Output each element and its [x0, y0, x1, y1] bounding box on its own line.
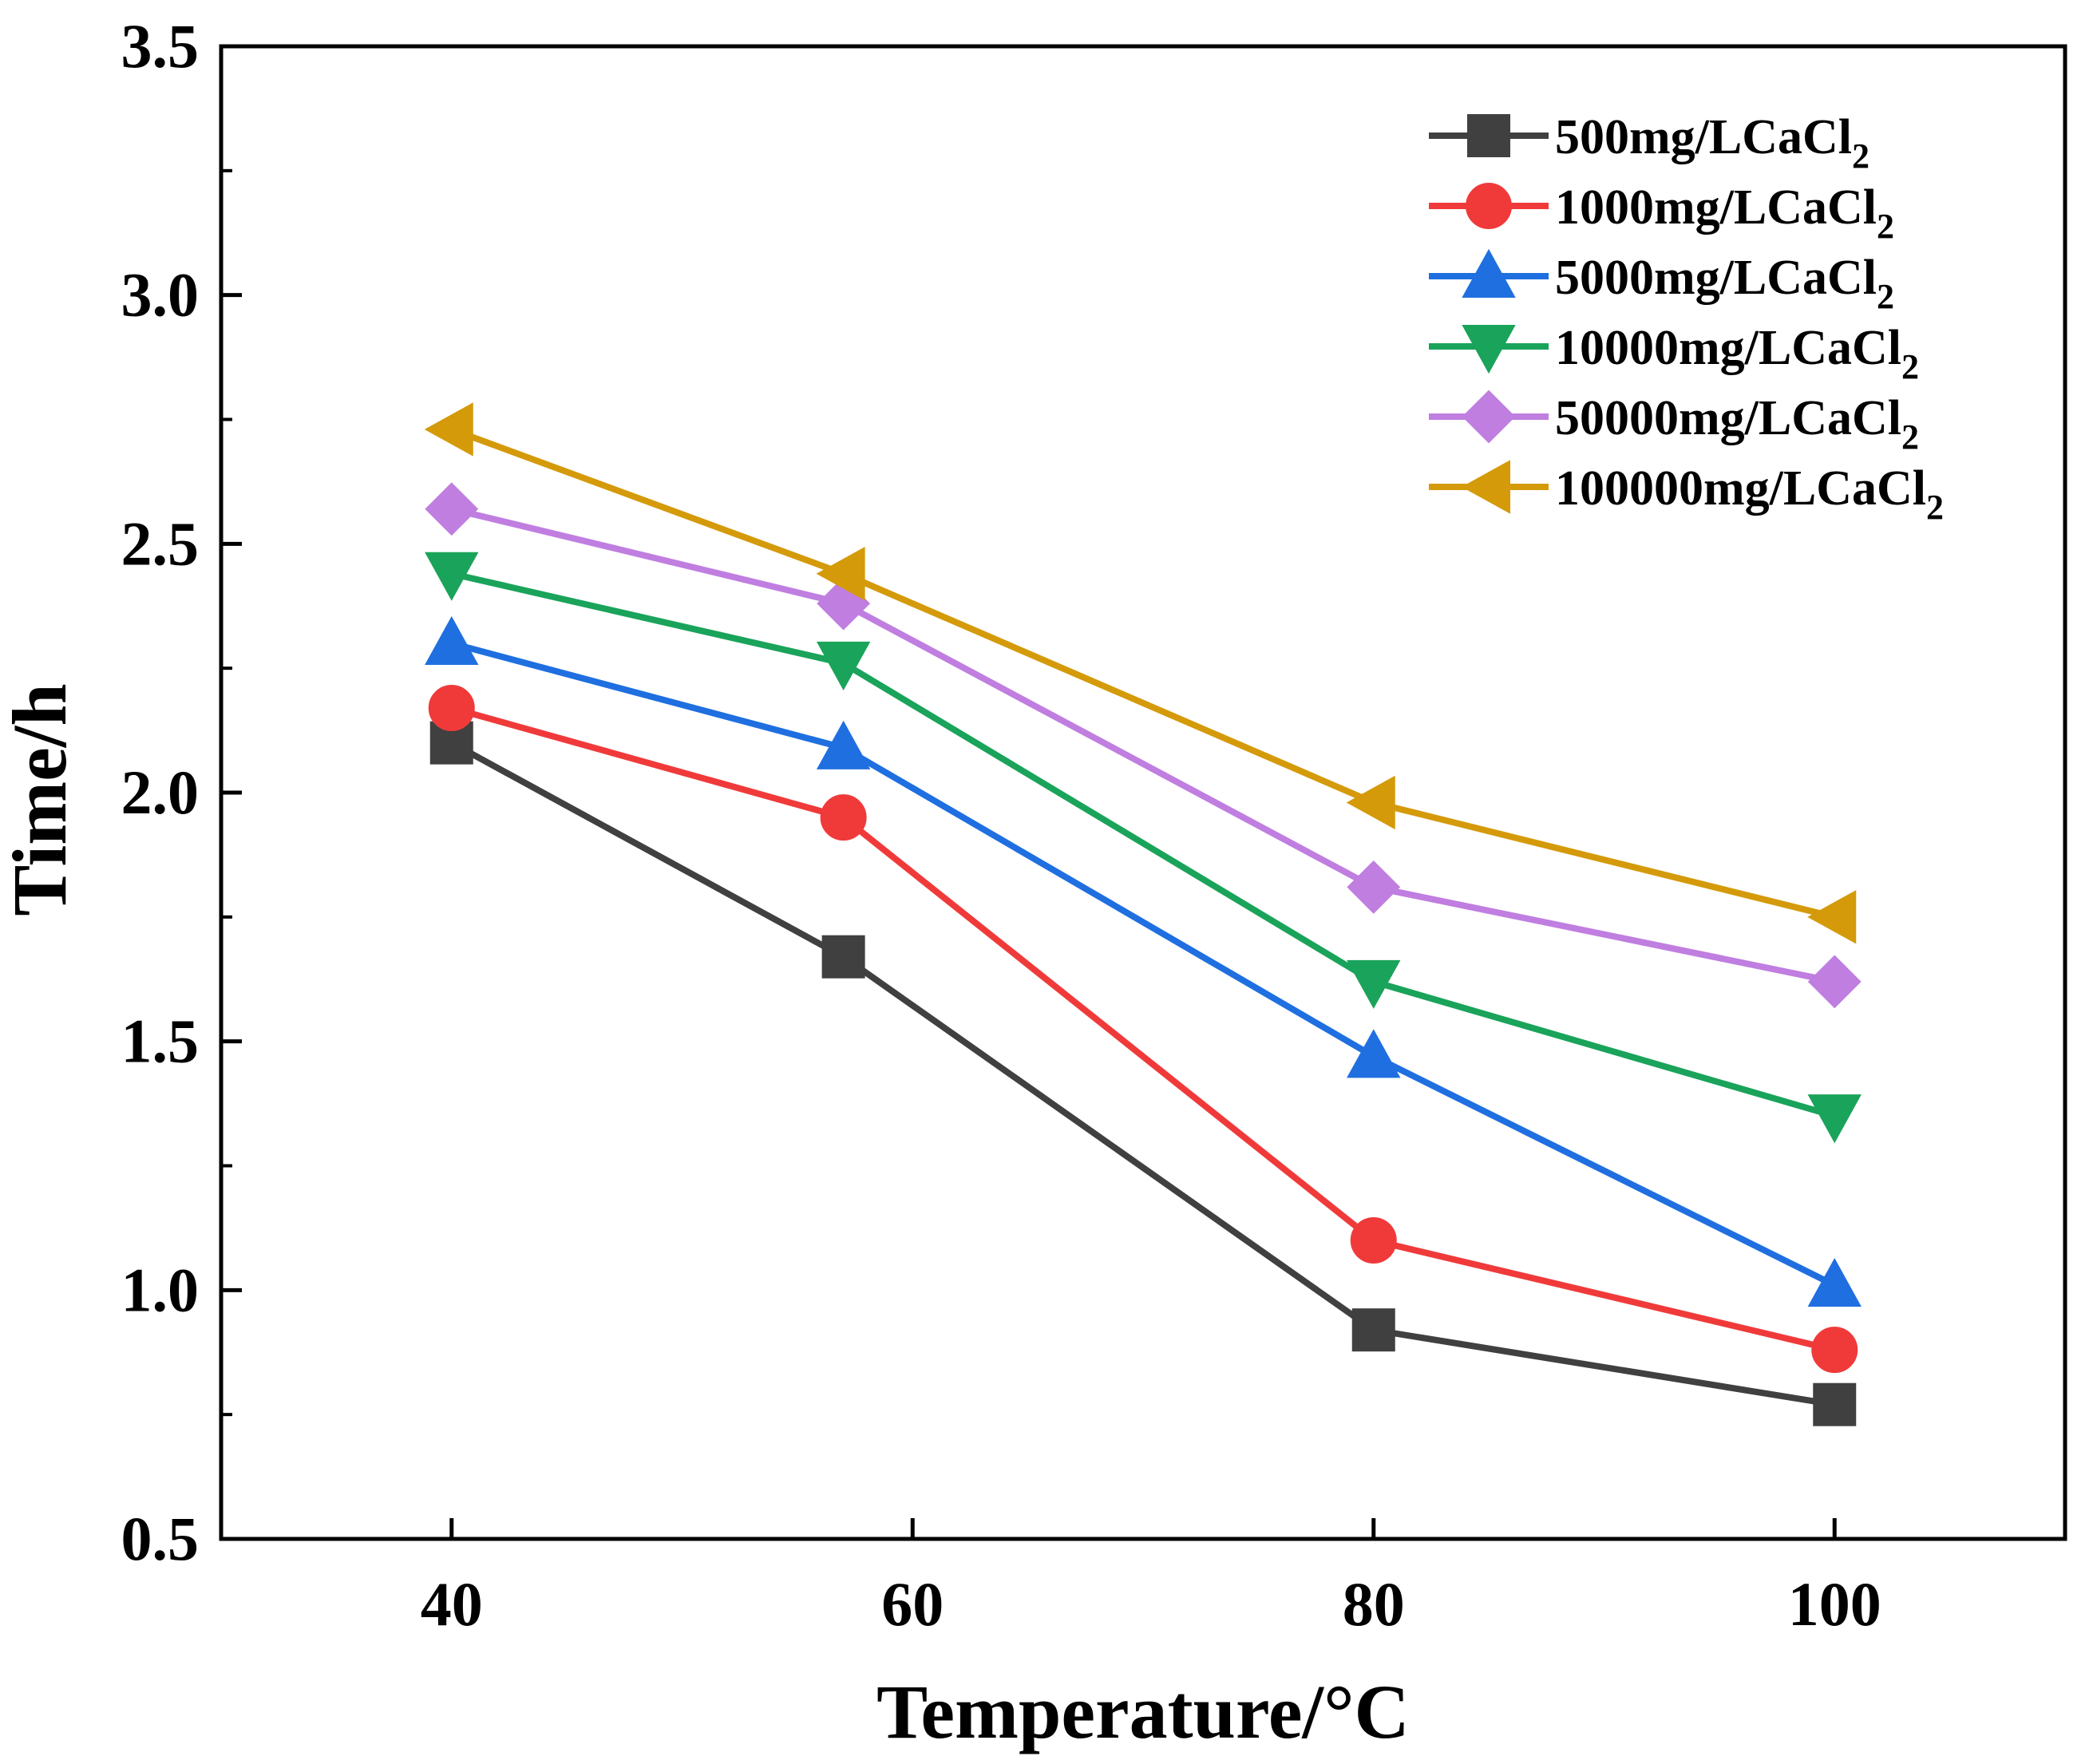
legend-entry: 5000mg/LCaCl2 [1429, 248, 1894, 316]
series-2 [428, 685, 1858, 1374]
data-point [425, 482, 479, 536]
data-point [1347, 860, 1401, 914]
legend-marker [1466, 183, 1512, 229]
legend-label-main: 5000mg/LCaCl [1555, 251, 1877, 305]
x-tick-label: 100 [1788, 1569, 1881, 1639]
series-line [450, 640, 1837, 1288]
data-point [1351, 1308, 1395, 1352]
data-point [1346, 775, 1395, 830]
legend-label-main: 50000mg/LCaCl [1555, 391, 1901, 445]
legend-marker [1461, 460, 1510, 514]
data-point [816, 641, 871, 691]
legend-label-subscript: 2 [1926, 488, 1944, 527]
series-line [449, 740, 1835, 1408]
y-tick-label: 3.0 [121, 260, 200, 330]
legend-entry: 50000mg/LCaCl2 [1429, 390, 1919, 457]
y-tick-label: 1.5 [121, 1007, 200, 1076]
series-1 [429, 721, 1857, 1426]
legend-entry: 10000mg/LCaCl2 [1429, 321, 1919, 386]
series-layer [424, 402, 1862, 1426]
legend-label: 500mg/LCaCl2 [1555, 110, 1869, 176]
legend-marker [1462, 248, 1516, 298]
series-line [450, 570, 1836, 1120]
legend-label: 1000mg/LCaCl2 [1555, 180, 1894, 246]
legend-label-main: 100000mg/LCaCl [1555, 461, 1926, 516]
data-point [1813, 1382, 1857, 1426]
legend-marker [1467, 114, 1510, 157]
legend-label: 5000mg/LCaCl2 [1555, 251, 1894, 316]
data-point [1807, 1094, 1862, 1144]
data-point [1807, 1258, 1862, 1307]
data-point [820, 794, 867, 841]
data-point [816, 720, 871, 769]
legend-entry: 1000mg/LCaCl2 [1429, 180, 1894, 246]
legend-label-main: 10000mg/LCaCl [1555, 321, 1901, 375]
legend-marker [1462, 325, 1516, 374]
y-axis-label: Time/h [0, 683, 82, 916]
legend-label-subscript: 2 [1901, 347, 1919, 386]
x-axis-label: Temperature/°C [876, 1669, 1410, 1754]
legend-label-subscript: 2 [1877, 277, 1894, 316]
data-point [425, 552, 479, 601]
data-point [425, 615, 479, 665]
series-6 [424, 402, 1857, 944]
legend-label-subscript: 2 [1852, 136, 1869, 176]
legend-label: 10000mg/LCaCl2 [1555, 321, 1919, 386]
y-tick-label: 3.5 [121, 11, 200, 81]
data-point [1347, 1029, 1401, 1078]
legend-marker [1462, 390, 1516, 444]
data-point [1807, 890, 1857, 944]
legend-label: 100000mg/LCaCl2 [1555, 461, 1944, 527]
series-3 [425, 615, 1862, 1307]
series-line [450, 705, 1836, 1354]
series-4 [425, 552, 1862, 1144]
data-point [1350, 1217, 1397, 1264]
legend-label: 50000mg/LCaCl2 [1555, 391, 1919, 457]
x-tick-label: 80 [1343, 1569, 1405, 1639]
data-point [1811, 1327, 1858, 1374]
x-tick-label: 40 [421, 1569, 483, 1639]
series-line [450, 426, 1836, 920]
legend-label-main: 1000mg/LCaCl [1555, 180, 1877, 235]
y-tick-label: 2.5 [121, 508, 200, 578]
legend: 500mg/LCaCl21000mg/LCaCl25000mg/LCaCl210… [1429, 110, 1944, 527]
ticks: 40 60 80 100 0.5 1.0 1.5 2.0 2.5 3.0 3.5 [121, 11, 1881, 1639]
legend-entry: 500mg/LCaCl2 [1429, 110, 1869, 176]
data-point [816, 547, 865, 601]
y-tick-label: 2.0 [121, 757, 200, 827]
x-tick-label: 60 [881, 1569, 944, 1639]
legend-label-subscript: 2 [1901, 417, 1919, 457]
legend-label-main: 500mg/LCaCl [1555, 110, 1852, 164]
legend-label-subscript: 2 [1877, 207, 1894, 246]
data-point [428, 685, 475, 732]
data-point [424, 402, 473, 457]
series-line [450, 505, 1836, 985]
y-tick-label: 0.5 [121, 1504, 200, 1573]
data-point [821, 935, 865, 979]
legend-entry: 100000mg/LCaCl2 [1429, 460, 1944, 527]
series-5 [425, 482, 1862, 1009]
y-tick-label: 1.0 [121, 1255, 200, 1324]
data-point [1807, 955, 1862, 1009]
data-point [1347, 959, 1401, 1009]
